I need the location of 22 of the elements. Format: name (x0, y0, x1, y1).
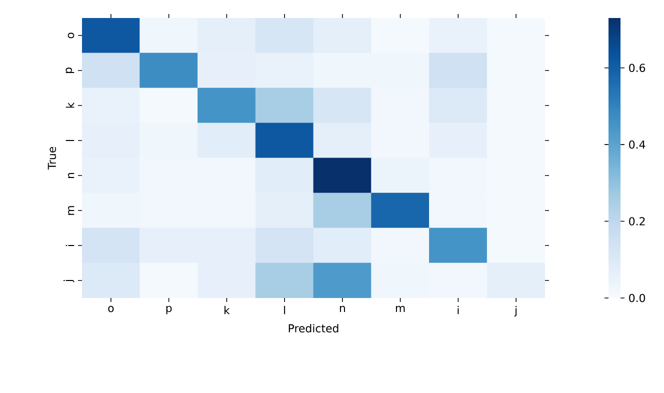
color-bar-label: 0.0 (629, 294, 646, 302)
x-axis-title: Predicted (288, 324, 338, 332)
color-bar-label: 0.4 (629, 140, 646, 149)
x-tick-label: l (284, 306, 286, 314)
x-tick-label: m (396, 306, 405, 312)
y-tick-label: k (66, 102, 74, 108)
y-tick-label: j (64, 280, 74, 282)
y-axis-title: True (48, 146, 56, 170)
color-bar-label: 0.2 (629, 217, 645, 226)
y-tick-label: l (66, 140, 74, 141)
y-tick-label: n (68, 172, 74, 178)
x-tick-label: k (224, 306, 230, 314)
color-bar-label: 0.6 (629, 64, 646, 72)
y-tick-label: o (68, 32, 74, 38)
x-tick-label: p (166, 306, 172, 314)
y-tick-label: i (66, 245, 74, 246)
x-tick-label: j (514, 306, 517, 316)
y-tick-label: p (66, 68, 74, 73)
x-tick-label: i (458, 306, 459, 314)
y-tick-label: m (68, 206, 74, 215)
x-tick-label: n (340, 306, 345, 312)
x-tick-label: o (108, 306, 114, 312)
